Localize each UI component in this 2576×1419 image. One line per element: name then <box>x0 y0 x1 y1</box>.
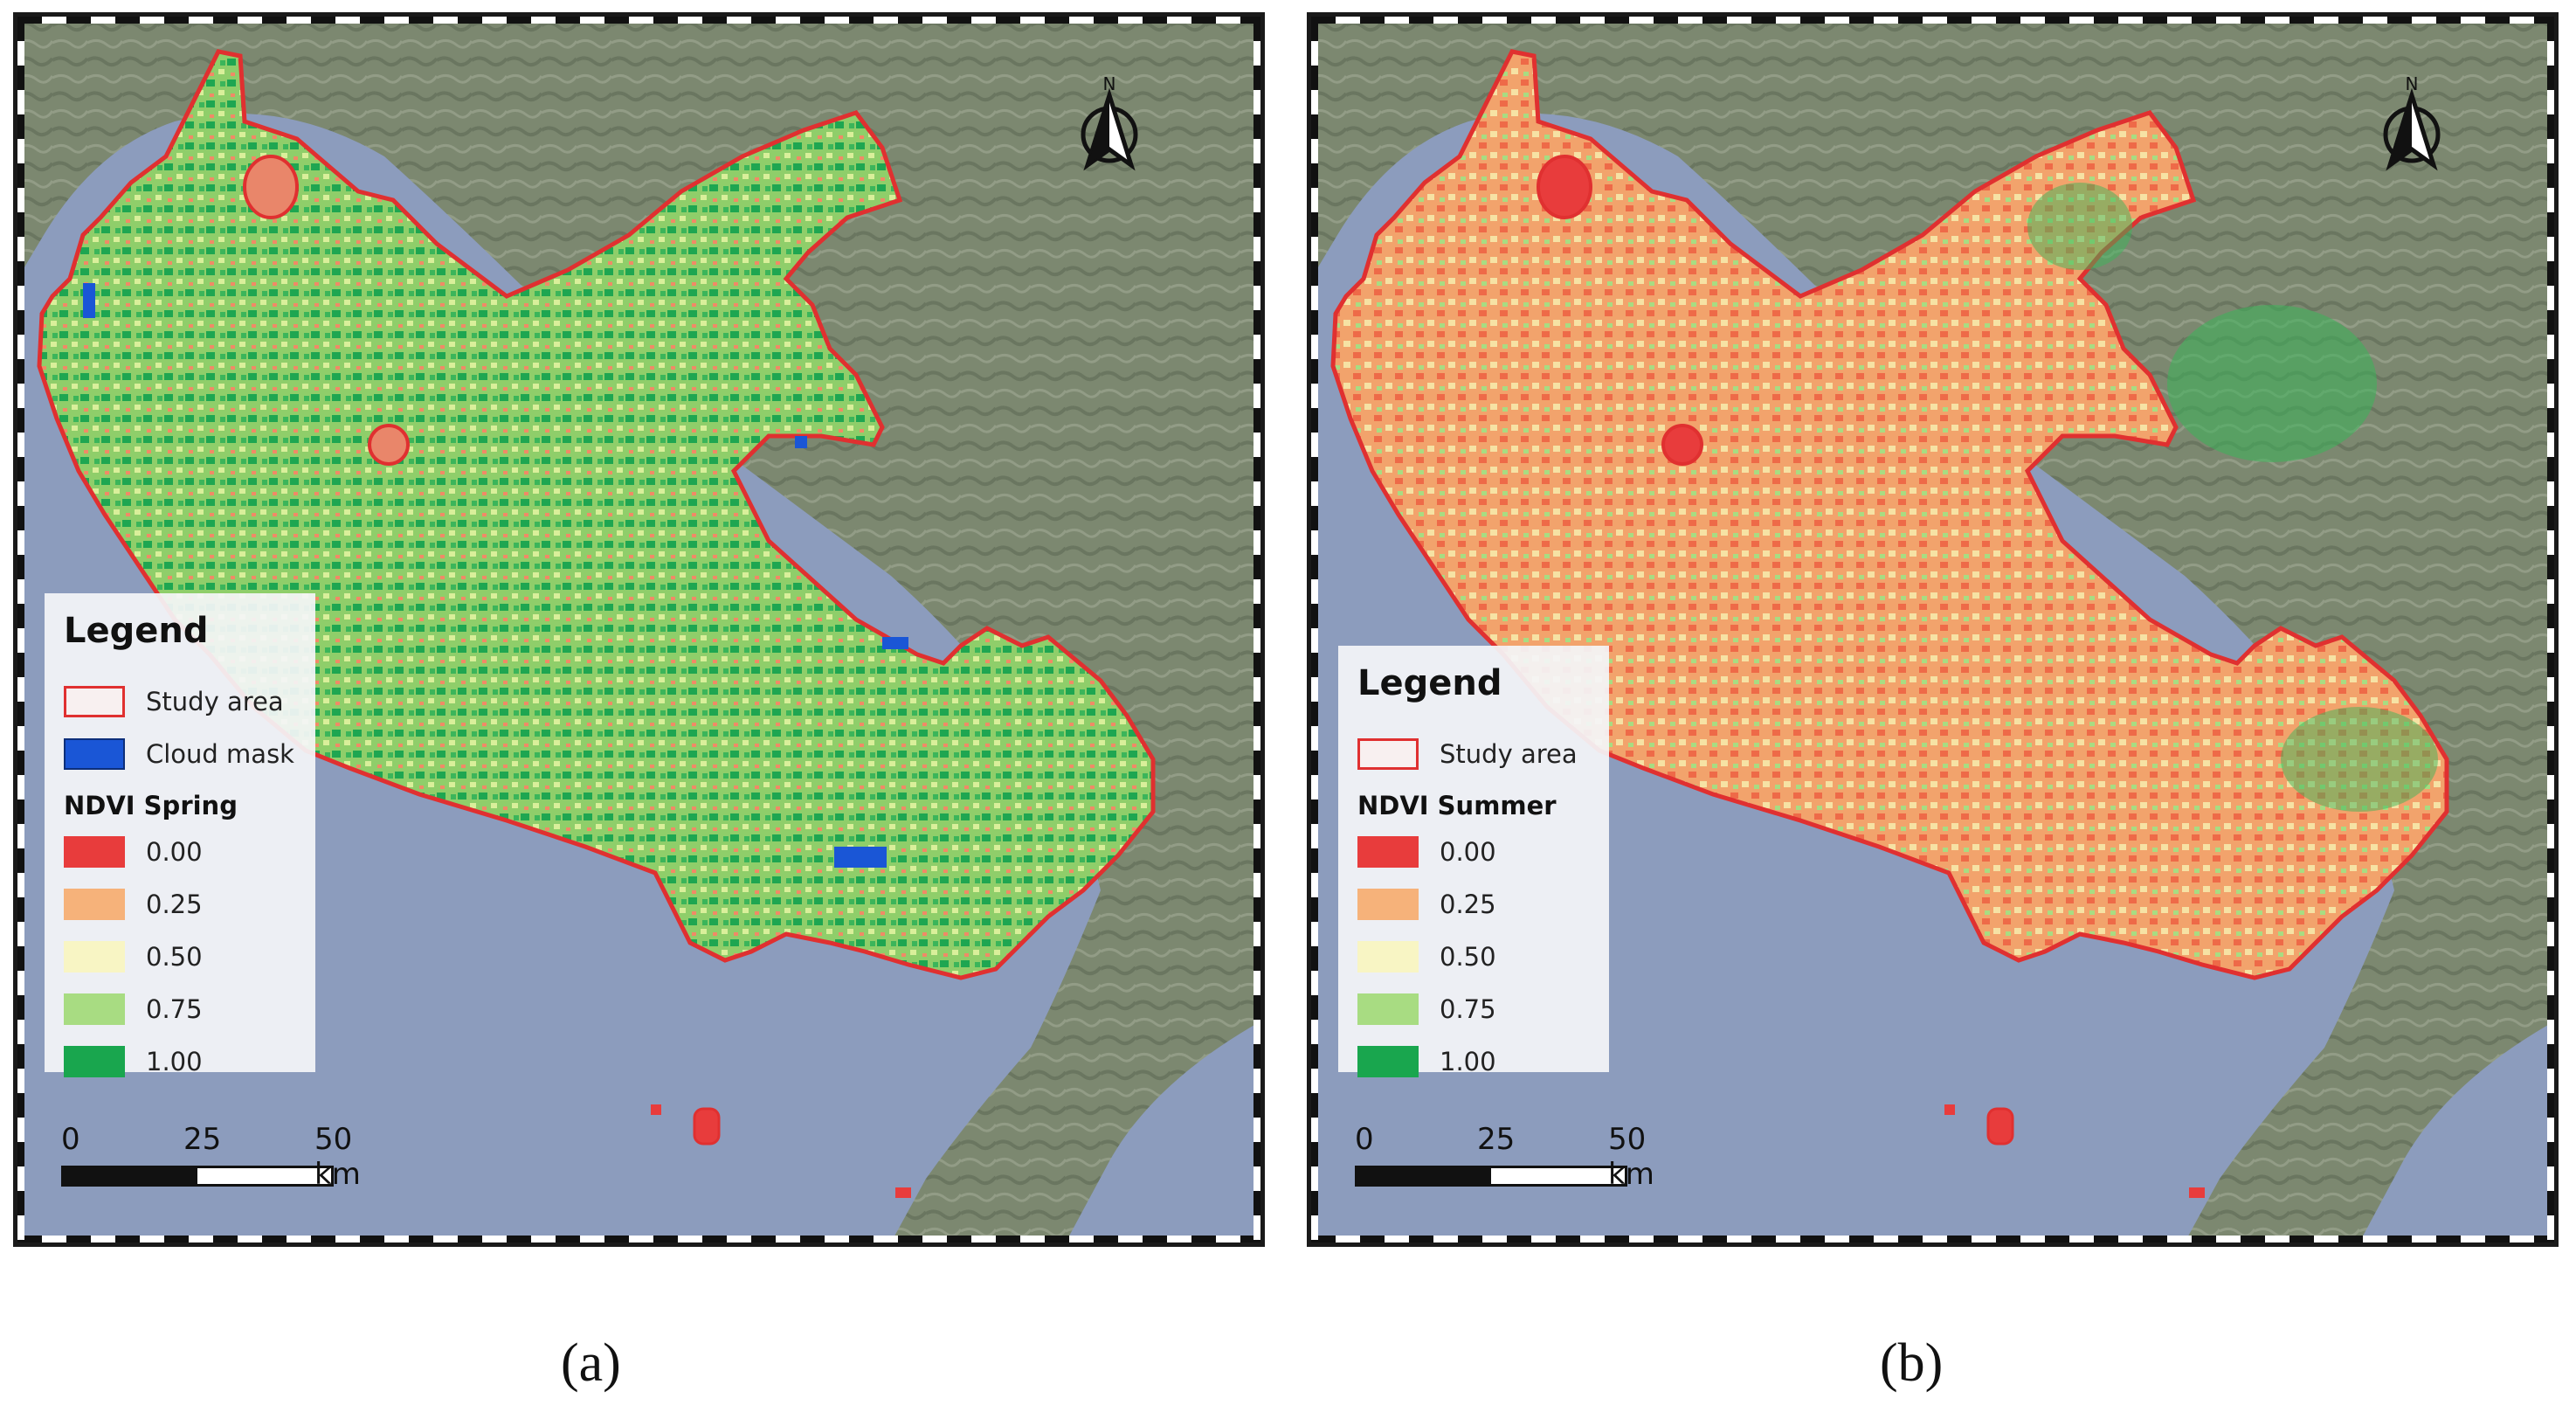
ndvi-class: 0.50 <box>1357 931 1590 983</box>
frame-ticks-left <box>1311 17 1318 1242</box>
island <box>693 1107 721 1146</box>
ndvi-swatch <box>1357 836 1419 868</box>
ndvi-swatch <box>1357 889 1419 920</box>
ndvi-class-label: 0.25 <box>146 889 203 919</box>
ndvi-class-label: 1.00 <box>146 1047 203 1076</box>
frame-ticks-top <box>1311 17 2554 24</box>
scale-label: 50 km <box>314 1122 361 1192</box>
ndvi-swatch <box>64 889 125 920</box>
legend-item-study-area: Study area <box>64 675 296 728</box>
lake-bolsena <box>243 155 299 219</box>
ndvi-class-label: 0.50 <box>1440 942 1496 972</box>
cloud-mask-patch <box>834 847 887 868</box>
frame-ticks-left <box>17 17 24 1242</box>
legend-item-cloud-mask: Cloud mask <box>64 728 296 780</box>
island <box>895 1187 911 1198</box>
ndvi-class-label: 0.00 <box>146 837 203 867</box>
ndvi-swatch <box>64 993 125 1025</box>
map-panel-summer: N Legend Study area NDVI Summer 0.00 0.2… <box>1307 12 2559 1247</box>
cloud-mask-patch <box>795 436 807 448</box>
north-arrow-icon: N <box>1081 73 1138 171</box>
cloud-mask-patch <box>882 637 908 649</box>
green-area <box>2027 183 2132 270</box>
frame-ticks-top <box>17 17 1260 24</box>
cloud-mask-patch <box>83 283 95 318</box>
ndvi-class: 1.00 <box>1357 1035 1590 1088</box>
north-label: N <box>1103 73 1116 94</box>
ndvi-class: 0.00 <box>64 826 296 878</box>
ndvi-class: 0.75 <box>1357 983 1590 1035</box>
north-arrow-icon: N <box>2383 73 2441 171</box>
ndvi-class-label: 1.00 <box>1440 1047 1496 1076</box>
ndvi-swatch <box>64 941 125 973</box>
scale-label: 25 <box>183 1122 222 1157</box>
scale-label: 0 <box>1355 1122 1374 1157</box>
ndvi-class-label: 0.00 <box>1440 837 1496 867</box>
legend-item-label: Cloud mask <box>146 739 294 769</box>
island <box>651 1104 661 1115</box>
ndvi-class: 0.75 <box>64 983 296 1035</box>
map-panel-spring: N Legend Study area Cloud mask NDVI Spri… <box>13 12 1265 1247</box>
ndvi-swatch <box>1357 941 1419 973</box>
panel-caption-b: (b) <box>1880 1333 1944 1393</box>
legend-title: Legend <box>64 611 209 651</box>
ndvi-summer-map <box>1311 17 2554 1242</box>
legend-item-study-area: Study area <box>1357 728 1590 780</box>
lake-bracciano <box>368 424 410 466</box>
ndvi-class-label: 0.25 <box>1440 889 1496 919</box>
study-area-polygon <box>1330 49 2449 980</box>
frame-ticks-right <box>1253 17 1260 1242</box>
legend: Legend Study area Cloud mask NDVI Spring… <box>45 593 315 1077</box>
ndvi-class-label: 0.50 <box>146 942 203 972</box>
study-area-swatch <box>1357 738 1419 770</box>
ndvi-class: 0.00 <box>1357 826 1590 878</box>
ndvi-class: 0.50 <box>64 931 296 983</box>
frame-ticks-right <box>2547 17 2554 1242</box>
panel-caption-a: (a) <box>561 1333 621 1393</box>
island <box>1944 1104 1955 1115</box>
ndvi-swatch <box>64 1046 125 1077</box>
ndvi-class-label: 0.75 <box>146 994 203 1024</box>
lake-bracciano <box>1661 424 1703 466</box>
scale-bar: 0 25 50 km <box>61 1122 361 1192</box>
scale-bar: 0 25 50 km <box>1355 1122 1654 1192</box>
scale-label: 0 <box>61 1122 80 1157</box>
mainland <box>17 17 1260 1242</box>
legend-item-label: Study area <box>1440 739 1578 769</box>
frame-ticks-bottom <box>1311 1236 2554 1242</box>
cloud-mask-swatch <box>64 738 125 770</box>
green-area <box>2281 707 2438 812</box>
ndvi-class-label: 0.75 <box>1440 994 1496 1024</box>
legend-item-label: Study area <box>146 687 284 716</box>
study-area-swatch <box>64 686 125 717</box>
lake-bolsena <box>1537 155 1592 219</box>
green-area <box>2167 305 2377 462</box>
island <box>1986 1107 2014 1146</box>
legend-title: Legend <box>1357 663 1502 703</box>
frame-ticks-bottom <box>17 1236 1260 1242</box>
ndvi-class: 0.25 <box>1357 878 1590 931</box>
ndvi-title: NDVI Summer <box>1357 791 1557 820</box>
legend: Legend Study area NDVI Summer 0.00 0.25 … <box>1338 646 1609 1077</box>
ndvi-swatch <box>64 836 125 868</box>
ndvi-swatch <box>1357 993 1419 1025</box>
study-area-polygon <box>37 49 1156 980</box>
scale-label: 25 <box>1477 1122 1516 1157</box>
island <box>2189 1187 2205 1198</box>
north-label: N <box>2406 73 2419 94</box>
ndvi-class: 1.00 <box>64 1035 296 1088</box>
ndvi-swatch <box>1357 1046 1419 1077</box>
ndvi-class: 0.25 <box>64 878 296 931</box>
scale-label: 50 km <box>1608 1122 1654 1192</box>
ndvi-title: NDVI Spring <box>64 791 238 820</box>
